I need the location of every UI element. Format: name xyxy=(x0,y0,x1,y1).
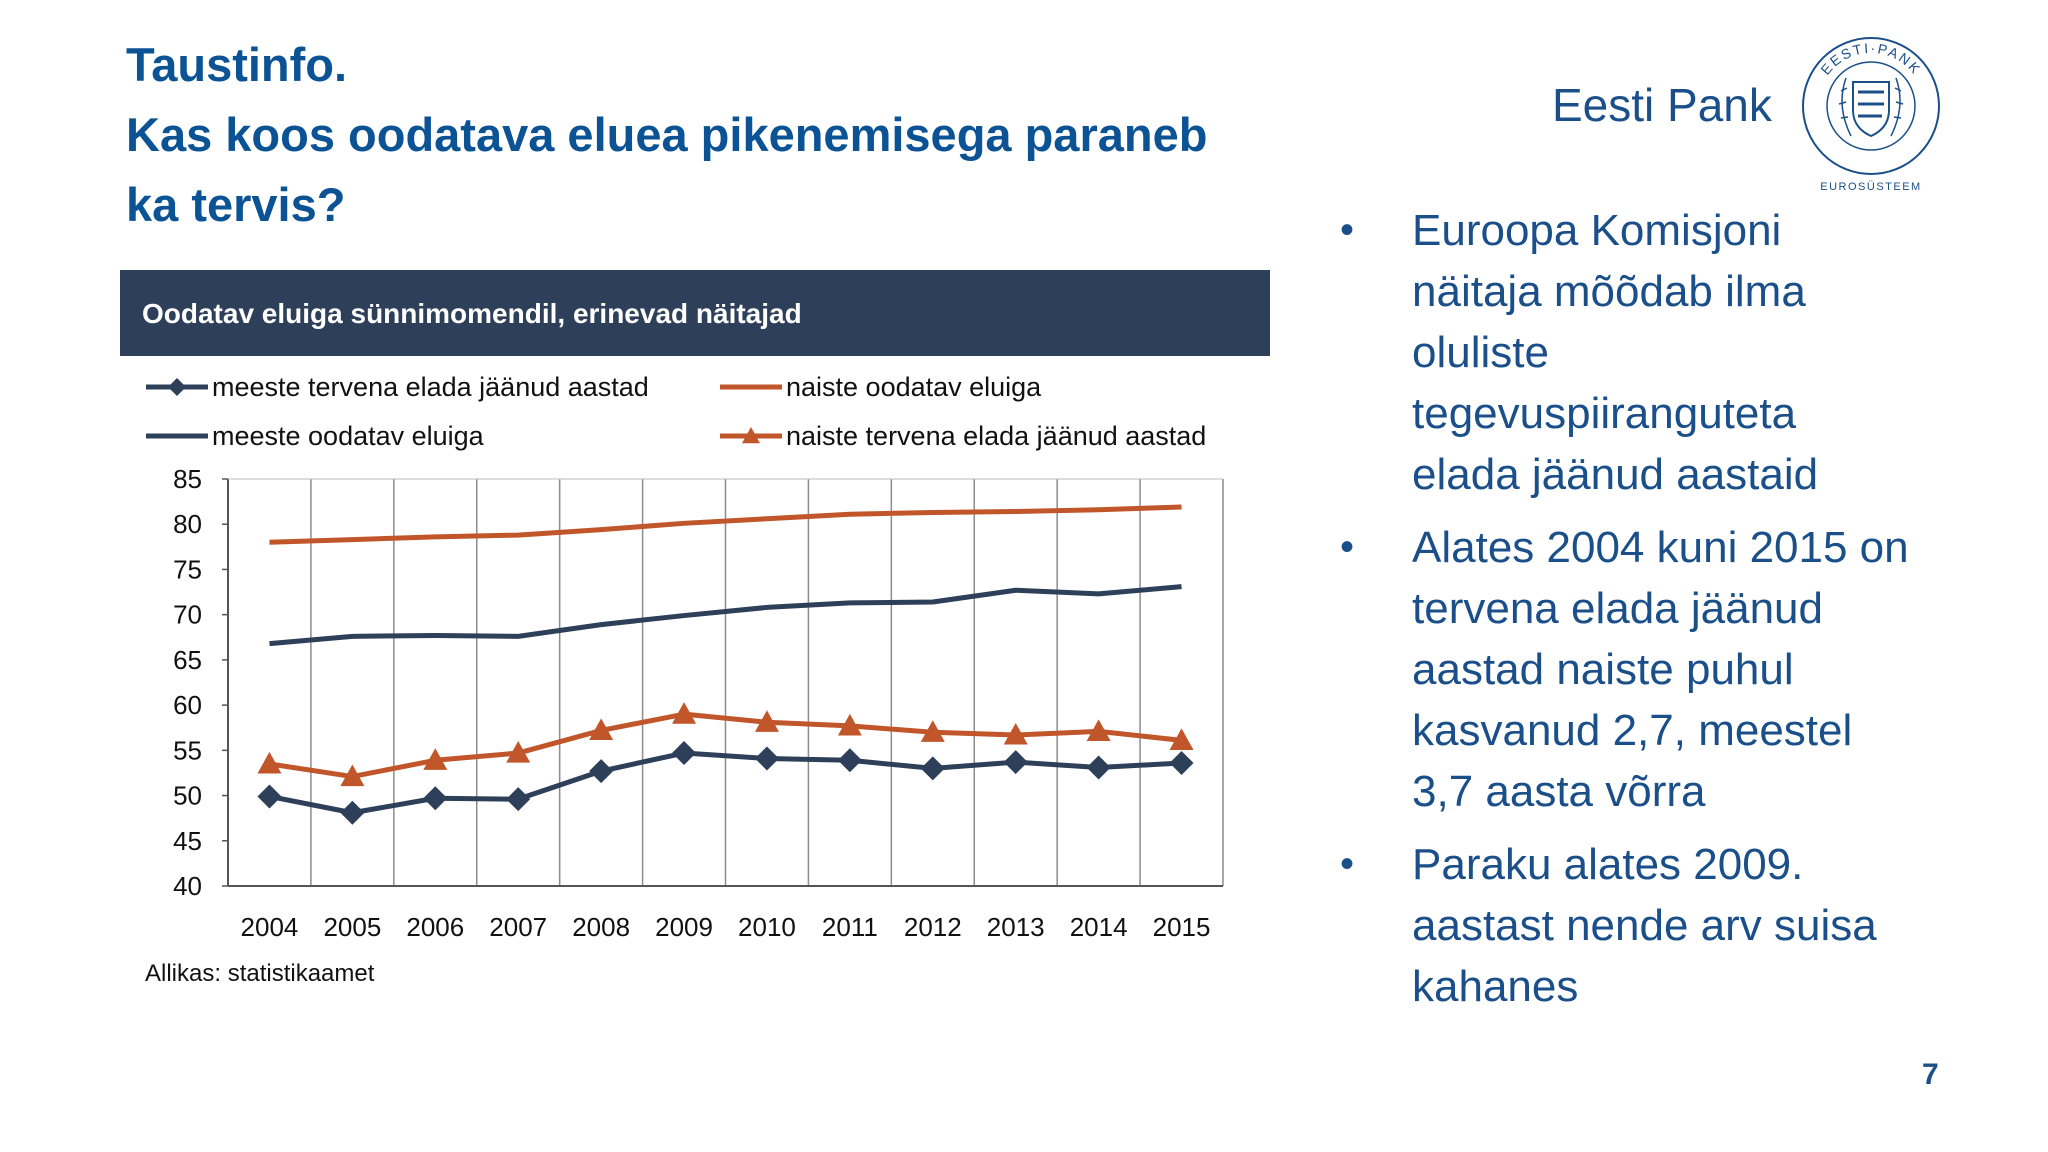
title-line: Kas koos oodatava eluea pikenemisega par… xyxy=(126,108,1208,161)
bullet-line: Paraku alates 2009. xyxy=(1412,840,1804,889)
bullet-line: elada jäänud aastaid xyxy=(1412,450,1819,499)
data-point xyxy=(423,748,448,770)
bullet-line: tervena elada jäänud xyxy=(1412,584,1823,633)
bullet-line: tegevuspiiranguteta xyxy=(1412,389,1797,438)
series-line xyxy=(269,504,1182,545)
bullet-item: • Euroopa Komisjoni näitaja mõõdab ilma olu… xyxy=(1330,200,1980,505)
legend-label: meeste tervena elada jäänud aastad xyxy=(212,372,649,402)
bullet-line: 3,7 aasta võrra xyxy=(1412,767,1706,816)
bullet-line: kahanes xyxy=(1412,962,1579,1011)
y-tick-label: 75 xyxy=(173,554,202,584)
data-point xyxy=(672,702,697,724)
y-tick-label: 60 xyxy=(173,690,202,720)
data-point xyxy=(340,764,365,787)
bullet-line: aastad naiste puhul xyxy=(1412,645,1794,694)
eesti-pank-logo: EESTI·PANK EUROSÜSTEEM xyxy=(1802,37,1940,193)
y-tick-label: 50 xyxy=(173,781,202,811)
bullet-dot-icon: • xyxy=(1340,208,1355,252)
bullet-line: Alates 2004 kuni 2015 on xyxy=(1412,523,1909,572)
bullet-list: • Euroopa Komisjoni näitaja mõõdab ilma olu… xyxy=(1330,200,1980,1029)
bullet-line: näitaja mõõdab ilma xyxy=(1412,267,1806,316)
x-tick-label: 2011 xyxy=(822,912,878,942)
logo-caption: EUROSÜSTEEM xyxy=(1820,181,1921,193)
legend-label: naiste oodatav eluiga xyxy=(786,372,1042,402)
data-point xyxy=(1169,750,1194,775)
slide-title: Taustinfo. Kas koos oodatava eluea piken… xyxy=(126,30,1326,240)
data-point xyxy=(920,756,945,781)
data-point xyxy=(340,800,365,825)
data-point xyxy=(257,784,282,809)
x-tick-label: 2005 xyxy=(323,912,381,942)
x-tick-label: 2013 xyxy=(987,912,1045,942)
data-point xyxy=(257,751,282,774)
bullet-line: Euroopa Komisjoni xyxy=(1412,206,1782,255)
eesti-pank-coat-of-arms-icon xyxy=(1838,77,1904,138)
logo-ring-text: EESTI·PANK xyxy=(1817,40,1922,78)
data-point xyxy=(1169,728,1194,750)
title-line: Taustinfo. xyxy=(126,38,348,91)
bullet-line: kasvanud 2,7, meestel xyxy=(1412,706,1853,755)
life-expectancy-chart: 85 80 75 70 65 60 55 50 45 40 2004 2005 2006 2007 2008… xyxy=(146,372,1224,942)
bullet-dot-icon: • xyxy=(1340,525,1355,569)
x-tick-label: 2009 xyxy=(655,912,713,942)
y-tick-label: 65 xyxy=(173,645,202,675)
data-point xyxy=(1003,722,1028,745)
chart-header: Oodatav eluiga sünnimomendil, erinevad n… xyxy=(120,270,1270,356)
y-tick-label: 85 xyxy=(173,464,202,494)
x-tick-label: 2014 xyxy=(1070,912,1128,942)
x-tick-label: 2007 xyxy=(489,912,547,942)
x-tick-label: 2012 xyxy=(904,912,962,942)
bullet-item: • Paraku alates 2009. aastast nende arv su… xyxy=(1330,834,1980,1017)
bullet-dot-icon: • xyxy=(1340,842,1355,886)
legend-label: meeste oodatav eluiga xyxy=(212,421,485,451)
series-line xyxy=(269,711,1182,780)
data-point xyxy=(837,713,862,736)
data-point xyxy=(423,786,448,811)
data-point xyxy=(1086,755,1111,780)
y-tick-label: 70 xyxy=(173,600,202,630)
y-tick-label: 55 xyxy=(173,735,202,765)
page-number: 7 xyxy=(1922,1058,1939,1091)
x-tick-label: 2006 xyxy=(406,912,464,942)
x-tick-label: 2015 xyxy=(1153,912,1211,942)
legend-marker xyxy=(742,427,760,444)
data-point xyxy=(506,741,531,763)
data-point xyxy=(589,759,614,784)
legend-label: naiste tervena elada jäänud aastad xyxy=(786,421,1206,451)
legend-marker xyxy=(168,378,186,396)
source-note: Allikas: statistikaamet xyxy=(145,960,375,987)
data-point xyxy=(1086,719,1111,741)
data-point xyxy=(837,748,862,773)
y-tick-label: 80 xyxy=(173,509,202,539)
data-point xyxy=(754,746,779,771)
svg-text:EESTI·PANK: EESTI·PANK xyxy=(1817,40,1924,78)
bullet-line: oluliste xyxy=(1412,328,1549,377)
series-line xyxy=(269,584,1182,647)
data-point xyxy=(1003,750,1028,775)
y-tick-label: 40 xyxy=(173,871,202,901)
data-point xyxy=(672,741,697,766)
series-line xyxy=(268,750,1182,816)
brand-name: Eesti Pank xyxy=(1552,79,1772,131)
x-tick-label: 2008 xyxy=(572,912,630,942)
title-line: ka tervis? xyxy=(126,178,346,231)
x-tick-label: 2010 xyxy=(738,912,796,942)
data-point xyxy=(589,718,614,741)
data-point xyxy=(754,710,779,732)
data-point xyxy=(506,787,531,812)
data-point xyxy=(920,720,945,742)
x-tick-label: 2004 xyxy=(241,912,299,942)
bullet-line: aastast nende arv suisa xyxy=(1412,901,1877,950)
y-tick-label: 45 xyxy=(173,826,202,856)
bullet-item: • Alates 2004 kuni 2015 on tervena elada j… xyxy=(1330,517,1980,822)
chart-title: Oodatav eluiga sünnimomendil, erinevad n… xyxy=(142,298,802,329)
